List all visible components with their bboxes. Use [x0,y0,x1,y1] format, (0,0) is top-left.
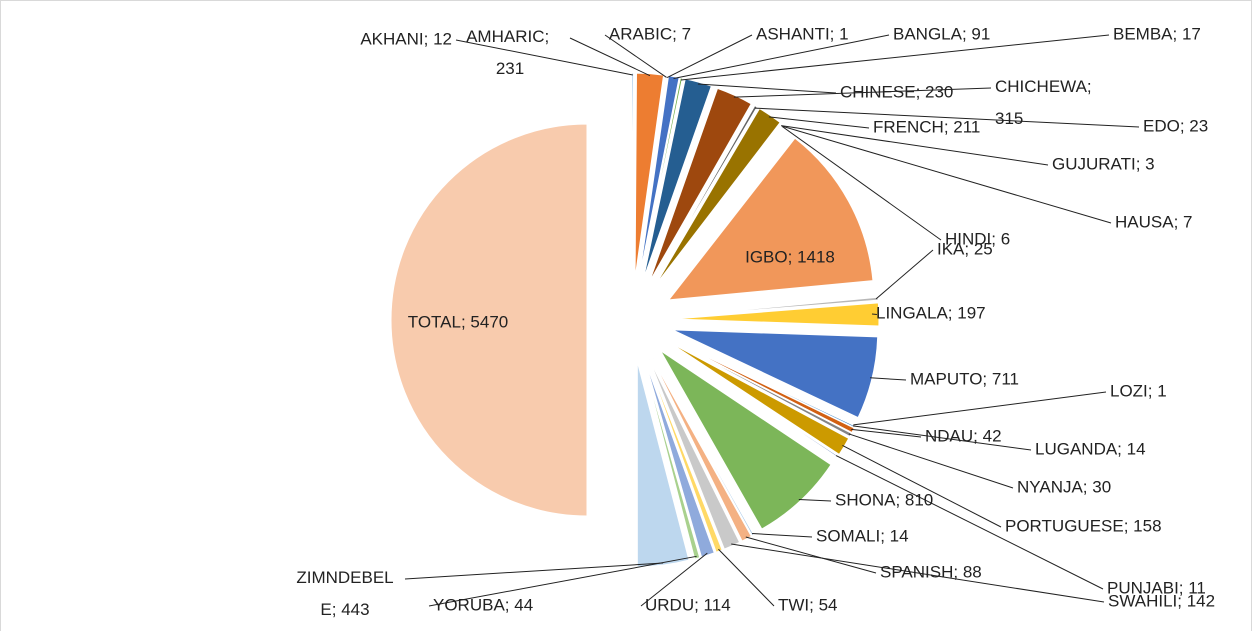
data-label: IKA; 25 [937,239,993,258]
leader-line [666,34,753,78]
data-label: EDO; 23 [1143,116,1208,135]
leader-line [768,116,870,129]
pie-slice [639,77,683,279]
leader-line [404,562,664,580]
pie-slice [657,124,785,288]
data-label: NYANJA; 30 [1017,477,1111,496]
data-label: BANGLA; 91 [893,24,990,43]
pie-slice [669,338,855,434]
leader-line [673,34,890,80]
data-label: CHINESE; 230 [840,82,953,101]
leader-line [798,498,832,502]
pie-slice [390,123,588,517]
data-label: LUGANDA; 14 [1035,439,1146,458]
data-label: TOTAL; 5470 [408,312,508,331]
data-label: PUNJABI; 11 [1107,578,1206,597]
data-label: SOMALI; 14 [816,526,909,545]
leader-line [697,83,837,94]
leader-line [870,377,907,381]
leader-line [782,126,942,241]
leader-line [745,536,877,574]
label-line: 231 [496,59,524,78]
data-label: SPANISH; 88 [880,562,982,581]
leader-line [851,428,922,438]
data-label: ZIMNDEBEL E; 443 [296,568,393,619]
pie-slice [652,356,755,537]
leader-line [752,533,813,538]
pie-slice [642,78,712,280]
data-label: ARABIC; 7 [609,24,691,43]
data-label: LINGALA; 197 [876,303,986,322]
data-label: HAUSA; 7 [1115,212,1192,231]
leader-line [781,125,1049,166]
data-label: FRENCH; 211 [873,117,980,136]
data-label: ASHANTI; 1 [756,24,849,43]
leader-line [853,391,1107,426]
data-label: AKHANI; 12 [360,29,452,48]
label-line: CHICHEWA; [995,77,1096,96]
leader-line [733,87,992,98]
leader-line [455,39,633,76]
pie-slice [648,87,752,283]
data-label: LOZI; 1 [1110,381,1167,400]
data-label: MAPUTO; 711 [910,369,1019,388]
data-label: BEMBA; 17 [1113,24,1201,43]
data-label: AMHARIC; 231 [466,27,554,78]
leader-line [875,249,934,300]
data-label: SWAHILI; 142 [1108,591,1215,610]
leader-line [640,552,708,607]
pie-slice [646,359,723,553]
leader-line [731,543,1105,603]
pie-slice [651,356,752,542]
leader-line [835,455,1104,590]
label-line: 315 [995,109,1023,128]
pie-slice [636,361,690,568]
leader-line [428,555,697,607]
label-line: AMHARIC; [466,27,554,46]
data-label: HINDI; 6 [945,229,1010,248]
leader-line [604,34,667,78]
data-label: TWI; 54 [778,595,838,614]
leader-line [842,445,1002,528]
data-label: SHONA; 810 [835,490,933,509]
pie-slice [673,302,880,327]
data-label: GUJURATI; 3 [1052,154,1155,173]
data-label: NDAU; 42 [925,426,1002,445]
leader-line [569,37,651,77]
data-label: YORUBA; 44 [433,595,533,614]
leader-line [718,548,775,607]
pie-slice [648,358,741,550]
label-line: ZIMNDEBEL [296,568,393,587]
data-label: CHICHEWA; 315 [995,77,1096,128]
pie-slice [644,359,715,558]
leader-line [781,125,1112,224]
pie-slice [660,350,832,530]
data-label: URDU; 114 [645,595,731,614]
pie-slice [631,72,635,279]
label-line: E; 443 [320,600,369,619]
pie-slice [637,74,669,279]
labels: AKHANI; 12 AMHARIC; 231 ARABIC; 7 ASHANTI; … [296,24,1215,619]
pie-slice [652,105,758,284]
leader-line [848,433,1014,489]
leader-line [852,425,1032,451]
data-label: IGBO; 1418 [745,247,835,266]
slices [390,72,880,568]
pie-slice [642,360,701,560]
leader-line [680,34,1110,81]
leader-line [754,107,1140,128]
pie-slice [667,137,874,301]
data-label: PORTUGUESE; 158 [1005,516,1162,535]
